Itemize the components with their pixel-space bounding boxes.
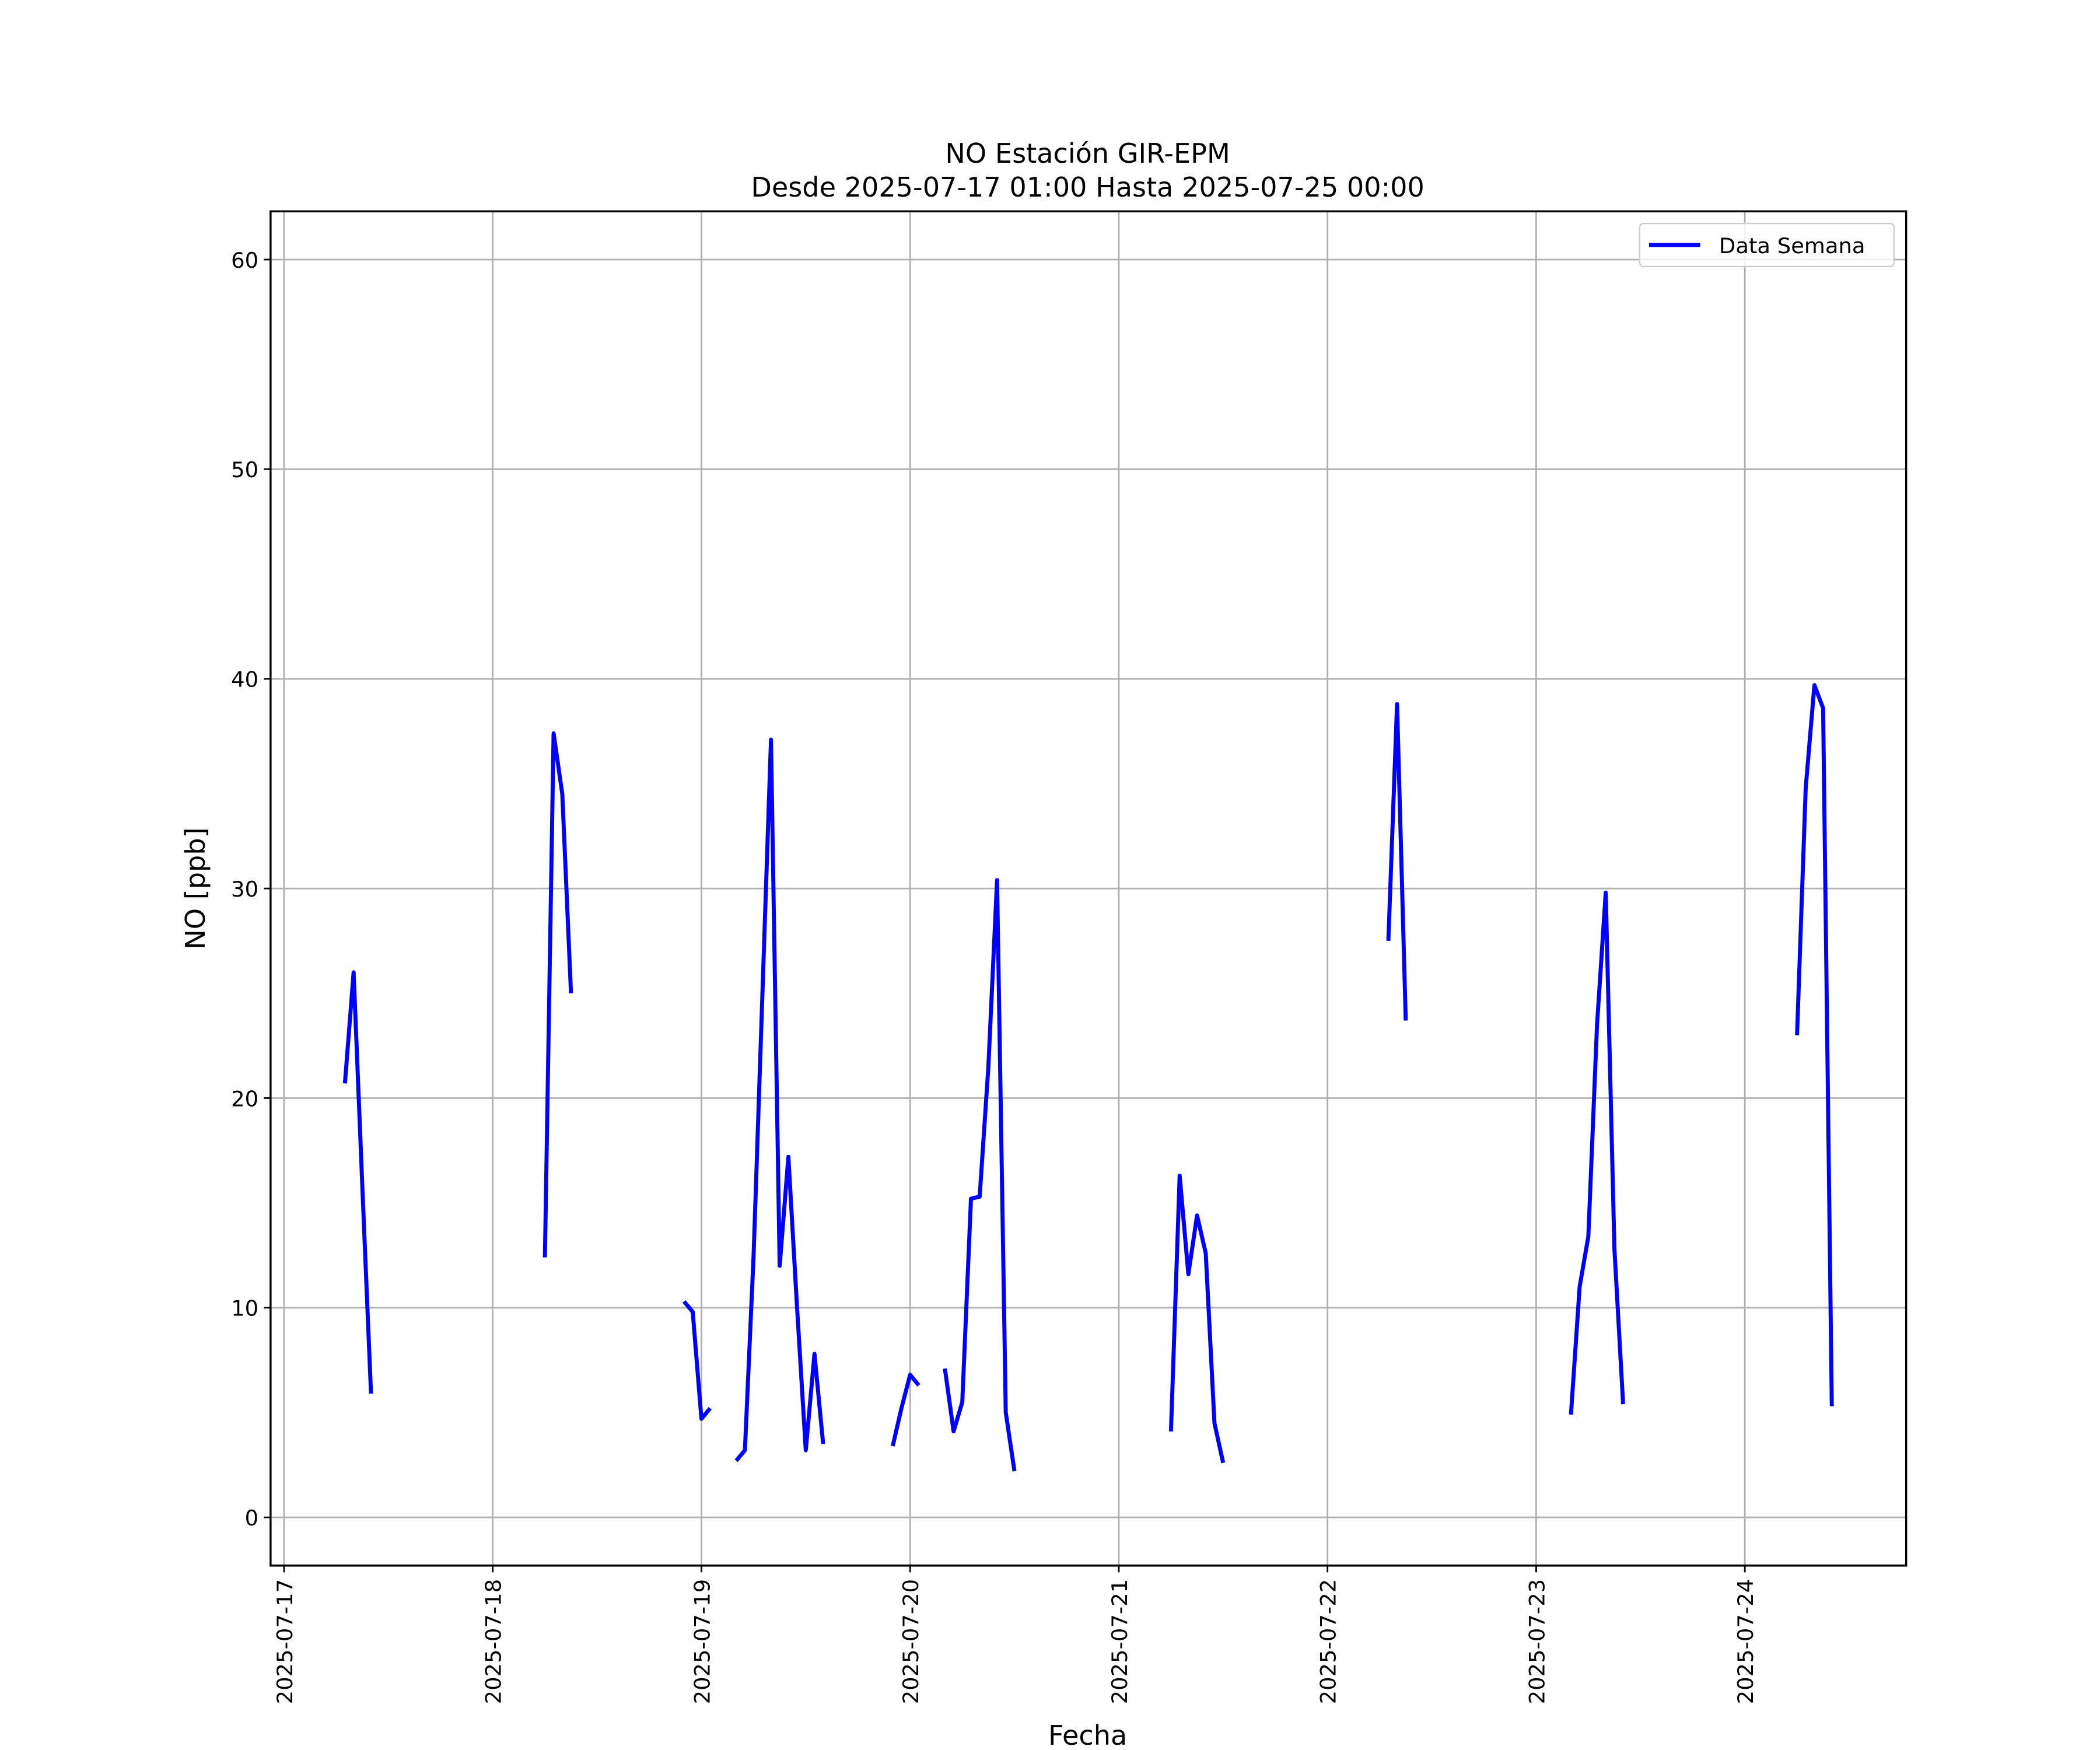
chart-subtitle: Desde 2025-07-17 01:00 Hasta 2025-07-25 … [751,172,1424,203]
x-tick-label: 2025-07-24 [1733,1579,1758,1704]
legend-label: Data Semana [1719,233,1866,258]
legend-box [1639,222,1895,268]
y-tick-label: 60 [231,248,258,273]
y-tick-label: 20 [231,1086,258,1111]
y-tick-label: 40 [231,667,258,692]
y-tick-label: 0 [245,1506,258,1531]
y-axis-label: NO [ppb] [180,827,211,949]
x-tick-label: 2025-07-17 [272,1579,298,1704]
x-tick-label: 2025-07-19 [690,1579,715,1704]
x-axis-label: Fecha [1048,1720,1127,1750]
x-tick-label: 2025-07-18 [481,1579,506,1704]
plot-frame [270,210,1908,1567]
y-tick-label: 50 [231,457,258,482]
x-tick-label: 2025-07-20 [898,1579,923,1704]
x-tick-label: 2025-07-23 [1524,1579,1549,1704]
x-tick-label: 2025-07-22 [1316,1579,1341,1704]
y-tick-label: 30 [231,877,258,902]
y-tick-label: 10 [231,1296,258,1321]
x-tick-label: 2025-07-21 [1107,1579,1132,1704]
data-line [342,683,1834,1472]
chart-title: NO Estación GIR-EPM [945,138,1230,169]
